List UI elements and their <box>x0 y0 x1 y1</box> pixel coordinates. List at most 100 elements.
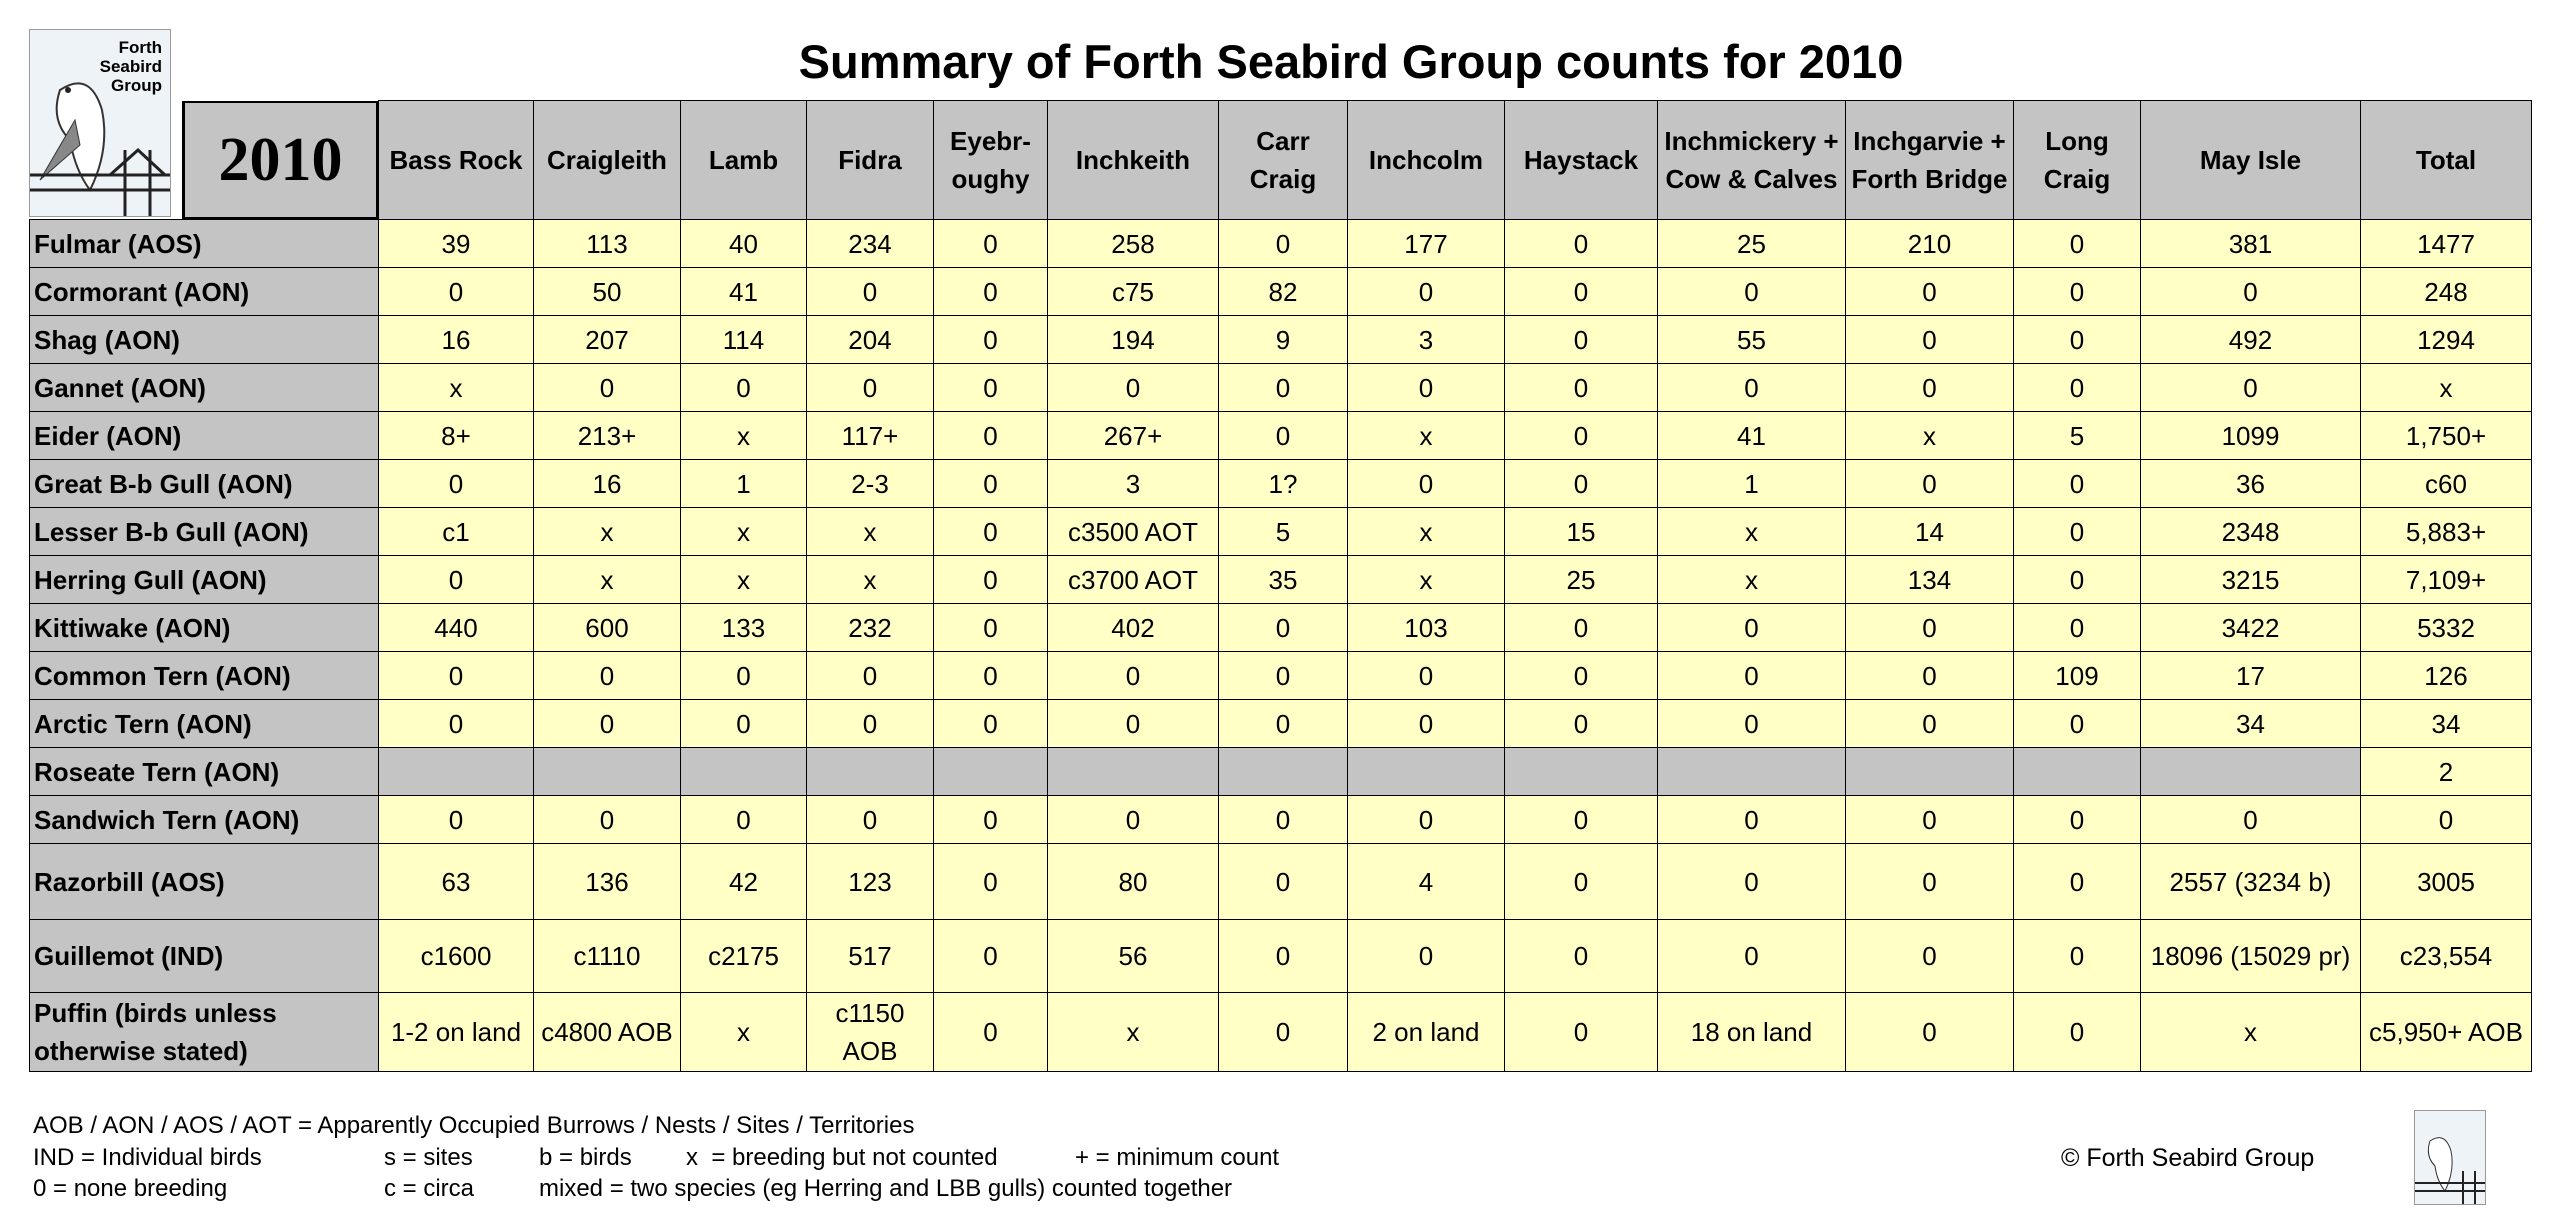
count-cell: 0 <box>933 459 1048 508</box>
count-cell: c1110 <box>533 919 681 993</box>
count-cell: 5 <box>2013 411 2141 460</box>
row-label: Eider (AON) <box>29 411 379 460</box>
count-cell: 234 <box>806 219 934 268</box>
count-cell: 0 <box>933 919 1048 993</box>
count-cell: 0 <box>1347 267 1505 316</box>
count-cell: 1 <box>680 459 807 508</box>
logo-text: Seabird <box>99 57 162 76</box>
count-cell: 0 <box>680 651 807 700</box>
count-cell: x <box>1347 507 1505 556</box>
table-row: Puffin (birds unless otherwise stated) 1-… <box>29 992 2532 1072</box>
count-cell: 0 <box>2013 363 2141 412</box>
count-cell: 2348 <box>2140 507 2361 556</box>
row-label: Herring Gull (AON) <box>29 555 379 604</box>
count-cell: 56 <box>1047 919 1219 993</box>
row-label: Guillemot (IND) <box>29 919 379 993</box>
row-label: Shag (AON) <box>29 315 379 364</box>
column-header: Inchkeith <box>1047 100 1219 220</box>
count-cell: 0 <box>933 219 1048 268</box>
count-cell: 0 <box>1347 795 1505 844</box>
count-cell: x <box>806 555 934 604</box>
column-header: Carr Craig <box>1218 100 1348 220</box>
blank-cell <box>1218 747 1348 796</box>
logo-text: Group <box>111 76 162 95</box>
count-cell: 136 <box>533 843 681 920</box>
count-cell: 0 <box>680 699 807 748</box>
count-cell: 0 <box>2013 267 2141 316</box>
copyright: © Forth Seabird Group <box>2061 1144 2315 1172</box>
count-cell: 194 <box>1047 315 1219 364</box>
count-cell: 0 <box>1657 699 1846 748</box>
count-cell: 2-3 <box>806 459 934 508</box>
count-cell: 402 <box>1047 603 1219 652</box>
count-cell: 177 <box>1347 219 1505 268</box>
count-cell: 0 <box>1657 603 1846 652</box>
count-cell: 0 <box>1347 699 1505 748</box>
count-cell: 0 <box>2140 267 2361 316</box>
count-cell: 440 <box>378 603 534 652</box>
table-row: Arctic Tern (AON) 0 0 0 0 0 0 0 0 0 0 0 0 34 34 <box>29 699 2532 748</box>
count-cell: c3500 AOT <box>1047 507 1219 556</box>
count-cell: 0 <box>2013 315 2141 364</box>
count-cell: 3422 <box>2140 603 2361 652</box>
count-cell: 34 <box>2360 699 2532 748</box>
row-label: Fulmar (AOS) <box>29 219 379 268</box>
note: x = breeding but not counted <box>686 1144 998 1171</box>
row-label: Common Tern (AON) <box>29 651 379 700</box>
count-cell: x <box>1047 992 1219 1072</box>
small-logo-art <box>2415 1137 2485 1204</box>
count-cell: 0 <box>1218 992 1348 1072</box>
count-cell: 492 <box>2140 315 2361 364</box>
count-cell: x <box>533 507 681 556</box>
table-row: Lesser B-b Gull (AON) c1 x x x 0 c3500 AOT 5 x 15… <box>29 507 2532 556</box>
count-cell: 5 <box>1218 507 1348 556</box>
count-cell: 0 <box>2013 919 2141 993</box>
column-header: May Isle <box>2140 100 2361 220</box>
count-cell: 15 <box>1504 507 1658 556</box>
count-cell: 0 <box>1504 992 1658 1072</box>
count-cell: 0 <box>1845 603 2014 652</box>
blank-cell <box>1347 747 1505 796</box>
table-row: Sandwich Tern (AON) 0 0 0 0 0 0 0 0 0 0 0 0 0 0 <box>29 795 2532 844</box>
count-cell: x <box>1657 555 1846 604</box>
blank-cell <box>1047 747 1219 796</box>
count-cell: 0 <box>2013 219 2141 268</box>
count-cell: 0 <box>2013 555 2141 604</box>
count-cell: c75 <box>1047 267 1219 316</box>
count-cell: x <box>806 507 934 556</box>
count-cell: 0 <box>933 651 1048 700</box>
count-cell: 0 <box>1347 459 1505 508</box>
count-cell: 103 <box>1347 603 1505 652</box>
count-cell: 232 <box>806 603 934 652</box>
count-cell: 0 <box>806 363 934 412</box>
count-cell: 0 <box>378 795 534 844</box>
count-cell: x <box>680 411 807 460</box>
count-cell: 3215 <box>2140 555 2361 604</box>
count-cell: 0 <box>806 267 934 316</box>
count-cell: 248 <box>2360 267 2532 316</box>
count-cell: 0 <box>806 699 934 748</box>
count-cell: 0 <box>1845 699 2014 748</box>
row-label: Roseate Tern (AON) <box>29 747 379 796</box>
count-cell: 14 <box>1845 507 2014 556</box>
count-cell: 0 <box>2140 363 2361 412</box>
count-cell: 0 <box>1845 315 2014 364</box>
count-cell: 5,883+ <box>2360 507 2532 556</box>
count-cell: 0 <box>1657 919 1846 993</box>
count-cell: c60 <box>2360 459 2532 508</box>
count-cell: 1-2 on land <box>378 992 534 1072</box>
count-cell: 63 <box>378 843 534 920</box>
count-cell: c1150 AOB <box>806 992 934 1072</box>
count-cell: 7,109+ <box>2360 555 2532 604</box>
row-label: Lesser B-b Gull (AON) <box>29 507 379 556</box>
count-cell: 1099 <box>2140 411 2361 460</box>
count-cell: c23,554 <box>2360 919 2532 993</box>
logo-art <box>30 82 170 216</box>
count-cell: 0 <box>806 651 934 700</box>
count-cell: 35 <box>1218 555 1348 604</box>
count-cell: 0 <box>2013 603 2141 652</box>
count-cell: 18 on land <box>1657 992 1846 1072</box>
row-label: Arctic Tern (AON) <box>29 699 379 748</box>
count-cell: c3700 AOT <box>1047 555 1219 604</box>
count-cell: 0 <box>1047 363 1219 412</box>
